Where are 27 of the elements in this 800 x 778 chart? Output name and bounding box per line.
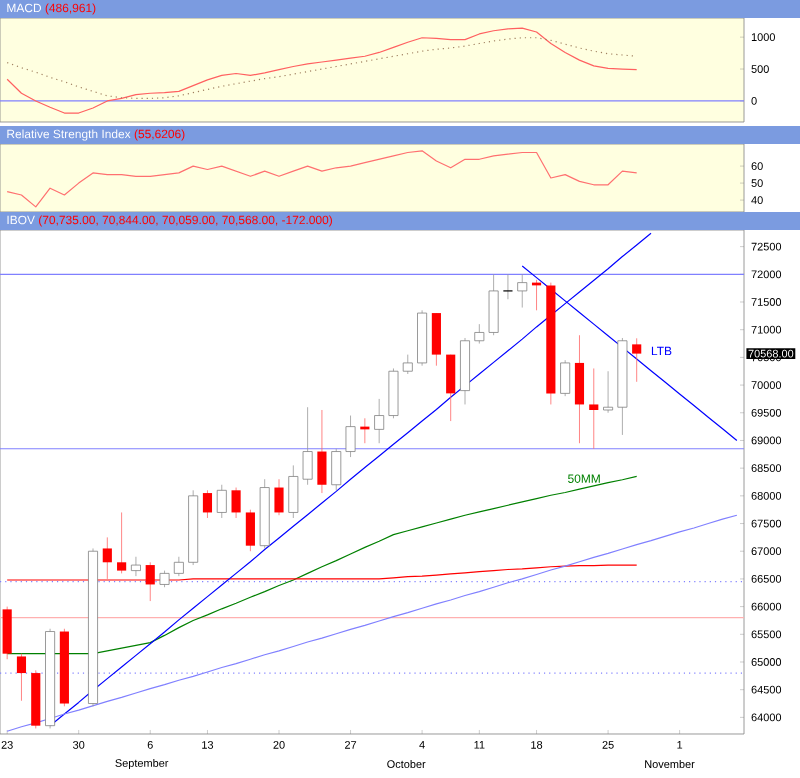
candlestick	[560, 359, 571, 397]
candlestick	[345, 415, 356, 458]
candlestick	[274, 478, 284, 516]
candlestick	[502, 273, 514, 300]
candlestick	[374, 398, 385, 444]
candlestick	[231, 487, 241, 519]
candlestick	[589, 368, 599, 450]
candlestick	[603, 370, 614, 414]
candlestick	[16, 653, 27, 702]
candlestick	[574, 334, 585, 444]
candlestick	[388, 368, 399, 419]
line-series	[6, 27, 638, 114]
candlestick	[331, 448, 342, 491]
candlestick	[245, 509, 255, 552]
candlestick	[216, 484, 227, 519]
candlestick	[173, 556, 184, 577]
candlestick	[117, 512, 127, 574]
candlestick	[431, 312, 441, 367]
candlestick	[402, 354, 413, 375]
candlestick	[517, 273, 528, 308]
candlestick	[632, 337, 642, 383]
candlestick	[202, 489, 213, 519]
line-series	[6, 37, 638, 99]
candlestick	[317, 409, 327, 494]
candlestick	[130, 556, 141, 577]
candlestick	[2, 606, 12, 660]
candlestick	[446, 354, 456, 422]
